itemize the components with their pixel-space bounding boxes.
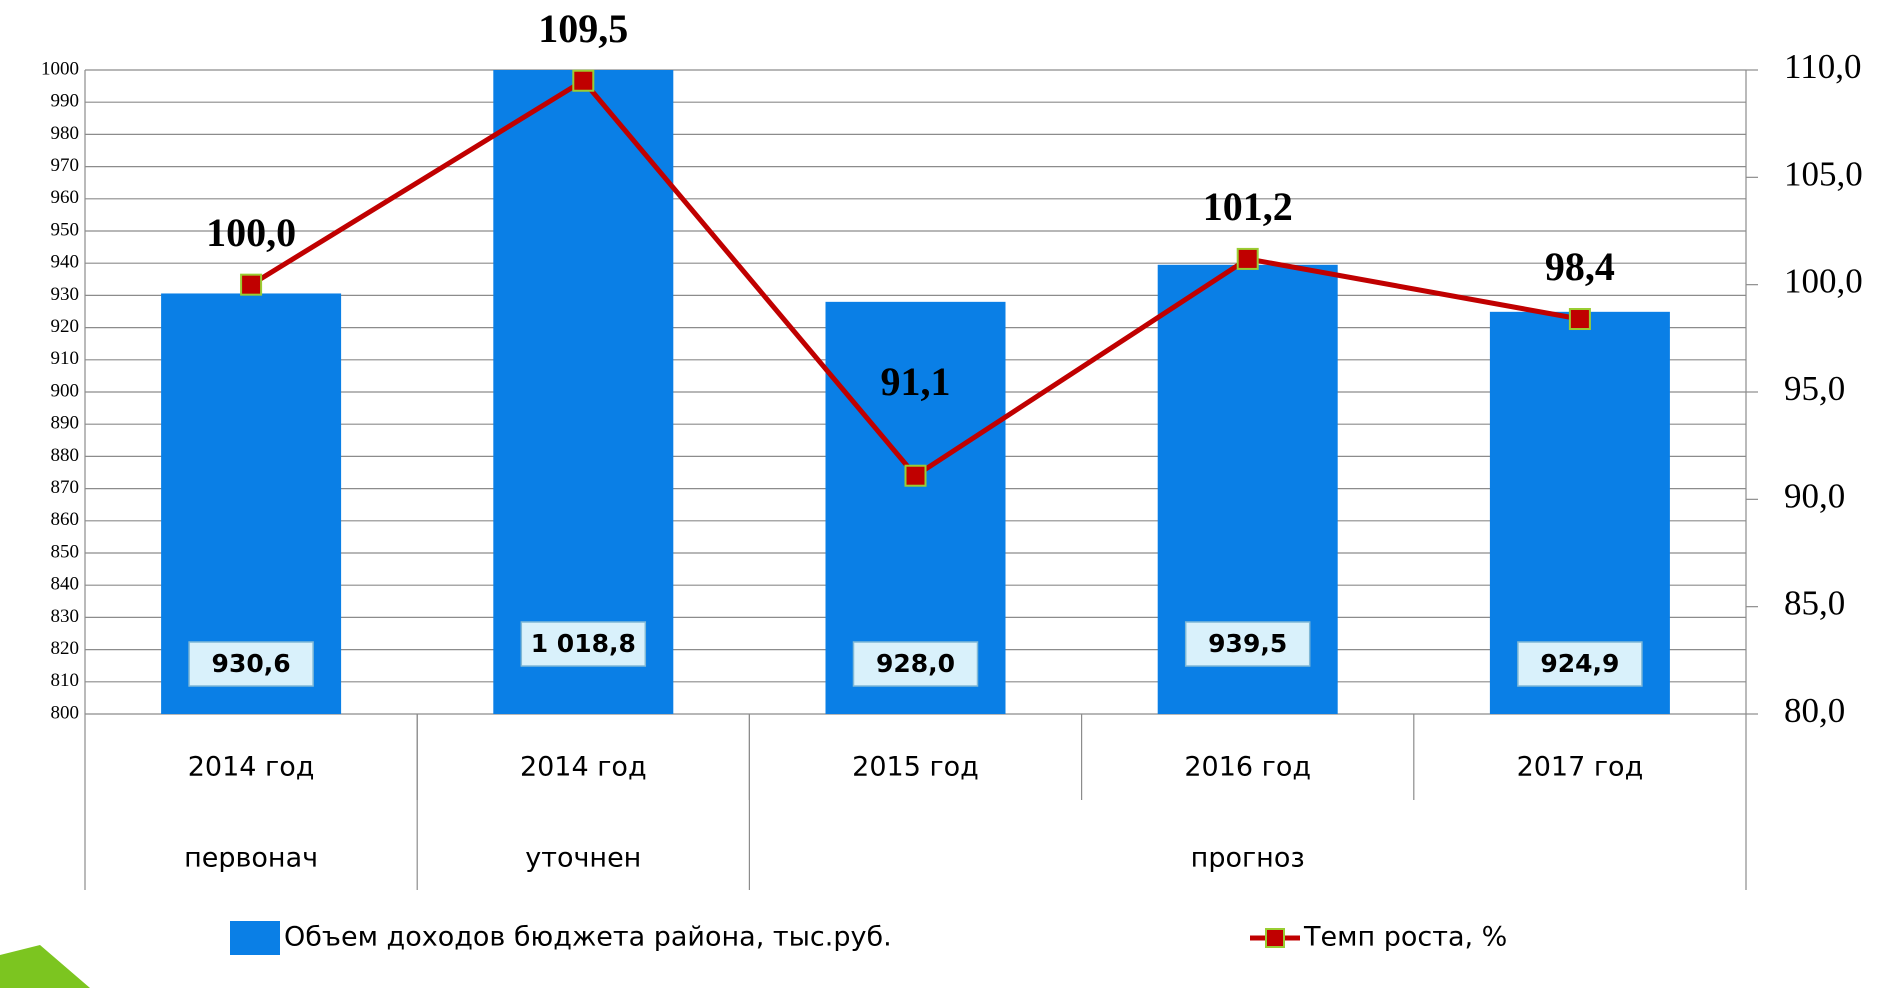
line-marker: [1236, 247, 1259, 270]
y-tick-label: 820: [51, 638, 80, 659]
y-tick-label: 920: [51, 316, 80, 337]
y-tick-label: 890: [51, 413, 80, 434]
value-label: 939,5: [1208, 629, 1287, 658]
value-label-box: [852, 641, 979, 687]
value-label-box: [520, 621, 647, 667]
value-label: 1 018,8: [531, 629, 636, 658]
value-label: 928,0: [876, 649, 955, 678]
foreground: 800 810 820 830 840 850 860 870 880 890 900 910 920 9…: [41, 6, 1863, 955]
line-marker: [572, 69, 595, 92]
y-tick-label: 950: [51, 219, 80, 240]
y-tick-label: 840: [51, 574, 80, 595]
y-tick-label: 930: [51, 284, 80, 305]
value-label: 930,6: [212, 649, 291, 678]
line-value-label: 91,1: [881, 359, 951, 404]
y2-tick-label: 90,0: [1784, 476, 1845, 515]
y-tick-label: 880: [51, 445, 80, 466]
line-value-label: 100,0: [206, 210, 296, 255]
value-label: 924,9: [1540, 649, 1619, 678]
legend-label: Объем доходов бюджета района, тыс.руб.: [284, 922, 892, 953]
y-tick-label: 960: [51, 187, 80, 208]
y2-tick-label: 110,0: [1784, 47, 1861, 86]
x-tick-label: 2016 год: [1184, 752, 1311, 783]
category-group-label: первонач: [184, 843, 318, 874]
value-label-box: [1517, 641, 1643, 687]
value-label-box: [1184, 621, 1311, 667]
legend-swatch: [230, 921, 280, 955]
decoration: [0, 945, 90, 988]
x-tick-label: 2014 год: [520, 752, 647, 783]
value-label-box: [188, 641, 314, 687]
y-tick-label: 980: [51, 123, 80, 144]
y-tick-label: 940: [51, 252, 80, 273]
y2-tick-label: 105,0: [1784, 154, 1863, 193]
category-group-label: уточнен: [525, 843, 641, 874]
y2-tick-label: 100,0: [1784, 262, 1863, 301]
y-tick-label: 1000: [41, 58, 79, 79]
line-marker: [904, 464, 927, 487]
y-tick-label: 900: [51, 380, 80, 401]
line-marker: [240, 273, 263, 296]
y2-tick-label: 80,0: [1784, 691, 1845, 730]
line-marker: [1568, 308, 1591, 331]
y-tick-label: 870: [51, 477, 80, 498]
bar: [493, 70, 674, 714]
x-tick-label: 2017 год: [1517, 752, 1644, 783]
y-tick-label: 830: [51, 606, 80, 627]
y2-tick-label: 85,0: [1784, 584, 1845, 623]
y-tick-label: 860: [51, 509, 80, 530]
y-tick-label: 810: [51, 670, 80, 691]
y-tick-label: 970: [51, 155, 80, 176]
y2-tick-label: 95,0: [1784, 369, 1845, 408]
x-tick-label: 2014 год: [188, 752, 315, 783]
category-group-label: прогноз: [1191, 843, 1305, 874]
line-value-label: 98,4: [1545, 244, 1615, 289]
line-value-label: 101,2: [1203, 184, 1293, 229]
x-tick-label: 2015 год: [852, 752, 979, 783]
y-tick-label: 990: [51, 91, 80, 112]
legend-swatch-marker: [1265, 928, 1285, 948]
legend-label: Темп роста, %: [1303, 922, 1507, 953]
line-value-label: 109,5: [538, 6, 628, 51]
y-tick-label: 800: [51, 702, 80, 723]
y-tick-label: 850: [51, 541, 80, 562]
y-tick-label: 910: [51, 348, 80, 369]
